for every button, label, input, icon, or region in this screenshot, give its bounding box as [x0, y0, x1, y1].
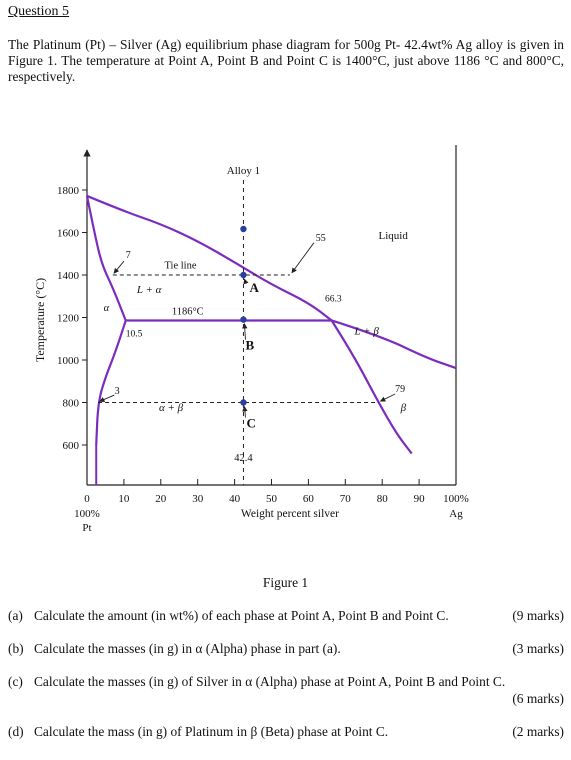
alloy-composition-label: 42.4	[234, 453, 253, 464]
part-d: (d) Calculate the mass (in g) of Platinum…	[8, 723, 568, 740]
eutectic-label: 1186°C	[172, 306, 204, 317]
x-tick-label: 20	[155, 493, 167, 505]
region-alpha: α	[104, 303, 110, 314]
x-right-end-element: Ag	[449, 508, 463, 520]
x-tick-label: 50	[266, 493, 278, 505]
x-tick-label: 100%	[443, 493, 469, 505]
alloy-label: Alloy 1	[227, 165, 260, 177]
y-tick-label: 600	[63, 440, 80, 452]
y-tick-label: 800	[63, 398, 80, 410]
point-b-dot	[240, 316, 247, 323]
solidus-left-curve	[85, 195, 127, 321]
y-tick-label: 1200	[57, 313, 80, 325]
question-intro: The Platinum (Pt) – Silver (Ag) equilibr…	[8, 37, 564, 84]
liquidus-right-curve	[331, 319, 457, 370]
x-axis-label: Weight percent silver	[241, 508, 339, 520]
region-beta: β	[400, 402, 407, 414]
figure-caption: Figure 1	[262, 575, 309, 590]
comp-label-10-5: 10.5	[126, 330, 143, 340]
x-tick-label: 80	[377, 493, 389, 505]
y-tick-label: 1000	[57, 355, 80, 367]
point-a-label: A	[249, 280, 259, 295]
point-b-arrow	[242, 323, 248, 340]
x-tick-label: 30	[192, 493, 204, 505]
region-l-alpha: L + α	[136, 284, 162, 296]
region-l-beta: L + β	[354, 326, 380, 338]
region-liquid: Liquid	[379, 230, 409, 242]
y-tick-label: 1400	[57, 270, 80, 282]
comp-label-66-3: 66.3	[325, 295, 342, 305]
x-tick-label: 10	[118, 493, 130, 505]
part-c-marks: (6 marks)	[512, 691, 564, 706]
part-d-label: (d)	[8, 724, 24, 739]
comp-arrow-55	[291, 242, 315, 274]
part-a: (a) Calculate the amount (in wt%) of each…	[8, 607, 568, 624]
x-tick-label: 90	[414, 493, 426, 505]
comp-label-79: 79	[395, 384, 405, 395]
y-tick-label: 1800	[57, 185, 80, 197]
part-d-text: Calculate the mass (in g) of Platinum in…	[34, 724, 389, 739]
part-b-label: (b)	[8, 641, 24, 656]
y-tick-label: 1600	[57, 228, 80, 240]
part-b-marks: (3 marks)	[512, 641, 564, 656]
x-left-end-element: Pt	[82, 522, 91, 534]
part-a-text: Calculate the amount (in wt%) of each ph…	[34, 608, 449, 623]
liquidus-left-curve	[86, 194, 333, 322]
point-a-arrow	[243, 278, 249, 285]
y-axis-label: Temperature (°C)	[33, 278, 47, 362]
annotations: Alloy 1 42.4 A B C 7 55 66.3 10.5 3 79 Tie line 1186…	[98, 165, 408, 485]
phase-curves	[85, 194, 457, 485]
x-tick-label: 40	[229, 493, 241, 505]
part-a-label: (a)	[8, 608, 23, 623]
part-b: (b) Calculate the masses (in g) in α (Alp…	[8, 640, 568, 657]
part-d-marks: (2 marks)	[512, 724, 564, 739]
comp-arrow-79	[379, 393, 396, 402]
beta-solvus-curve	[330, 319, 413, 455]
part-c-label: (c)	[8, 674, 23, 689]
axes: 1800 1600 1400 1200 1000 800 600 0 10 20 30 40 50 60 7…	[33, 145, 469, 534]
comp-arrow-3	[99, 394, 115, 402]
point-c-arrow	[242, 405, 248, 418]
point-c-dot	[240, 399, 247, 406]
tie-line-label: Tie line	[164, 261, 196, 272]
alpha-solvus-curve	[95, 320, 127, 446]
question-heading: Question 5	[8, 4, 70, 19]
comp-label-55: 55	[316, 233, 326, 244]
x-left-end-percent: 100%	[74, 508, 100, 520]
x-tick-label: 70	[340, 493, 352, 505]
x-tick-label: 60	[303, 493, 315, 505]
point-c-label: C	[246, 416, 255, 431]
part-c-text: Calculate the masses (in g) of Silver in…	[34, 674, 506, 689]
part-a-marks: (9 marks)	[512, 608, 564, 623]
point-b-label: B	[245, 338, 254, 353]
part-b-text: Calculate the masses (in g) in α (Alpha)…	[34, 641, 341, 656]
comp-label-3: 3	[115, 386, 120, 397]
point-a-dot	[240, 271, 247, 279]
part-c: (c) Calculate the masses (in g) of Silver…	[8, 673, 568, 706]
comp-label-7: 7	[126, 250, 131, 261]
x-tick-label: 0	[84, 493, 90, 505]
comp-arrow-7	[113, 260, 125, 274]
region-alpha-beta: α + β	[159, 402, 184, 414]
liquid-point-dot	[240, 225, 247, 233]
phase-diagram: 1800 1600 1400 1200 1000 800 600 0 10 20 30 40 50 60 7…	[33, 145, 469, 534]
